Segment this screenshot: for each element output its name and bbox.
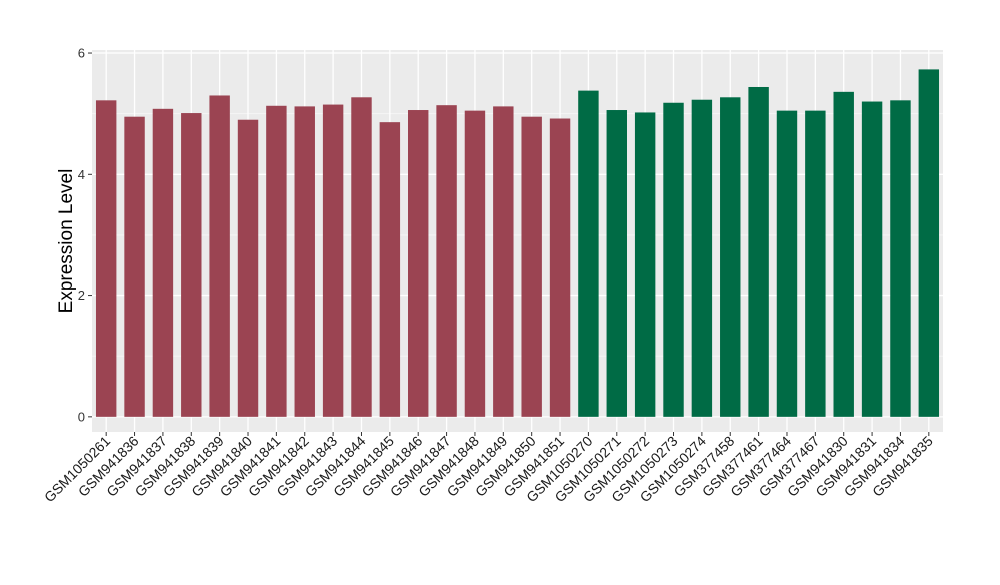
bar <box>266 105 287 417</box>
bar <box>237 119 259 417</box>
y-axis-title: Expression Level <box>56 169 77 314</box>
bar <box>918 69 940 417</box>
bar <box>748 86 769 417</box>
y-tick-label: 0 <box>78 409 85 424</box>
bar <box>95 100 117 417</box>
bar <box>663 102 684 417</box>
bar <box>322 104 344 417</box>
bar <box>152 108 174 417</box>
bar <box>436 105 457 417</box>
bar <box>890 100 911 417</box>
y-tick-label: 6 <box>78 46 85 61</box>
y-tick-label: 2 <box>78 288 85 303</box>
bar <box>464 110 486 417</box>
bar <box>521 116 542 417</box>
bar <box>578 90 599 417</box>
bar <box>549 118 571 417</box>
bar <box>379 122 401 417</box>
bar <box>124 116 145 417</box>
bars-layer <box>95 69 940 417</box>
bar <box>776 110 798 417</box>
bar <box>861 101 883 417</box>
bar <box>408 110 429 417</box>
y-axis: 0 2 4 6 <box>78 46 92 424</box>
bar <box>351 97 372 417</box>
bar <box>294 106 315 417</box>
bar <box>805 110 826 417</box>
y-tick-label: 4 <box>78 167 85 182</box>
bar <box>209 95 230 417</box>
bar <box>634 112 656 417</box>
bar <box>606 110 627 417</box>
bar <box>493 106 514 417</box>
bar <box>691 99 713 417</box>
bar <box>833 91 854 417</box>
bar <box>181 113 202 417</box>
bar <box>720 97 741 417</box>
